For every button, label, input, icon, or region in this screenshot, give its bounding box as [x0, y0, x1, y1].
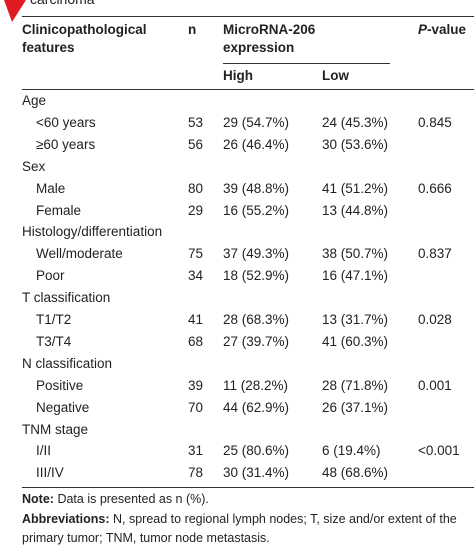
cell-n: 70	[188, 399, 204, 415]
cell-n: 41	[188, 312, 204, 327]
row-label: Poor	[36, 268, 65, 284]
cell-p: <0.001	[418, 443, 460, 459]
marker-icon	[4, 0, 26, 22]
cell-p: 0.845	[418, 114, 452, 130]
title: carcinoma	[30, 0, 95, 8]
cell-n: 39	[188, 377, 204, 393]
group-label: Sex	[22, 158, 46, 174]
header-low: Low	[322, 68, 349, 83]
cell-p: 0.837	[418, 246, 452, 262]
cell-n: 75	[188, 246, 204, 262]
row-label: III/IV	[36, 465, 64, 481]
row-label: ≥60 years	[36, 136, 96, 152]
cell-low: 26 (37.1%)	[322, 399, 389, 415]
cell-n: 80	[188, 180, 204, 196]
rule	[22, 89, 474, 90]
cell-p: 0.028	[418, 312, 452, 327]
cell-high: 28 (68.3%)	[223, 312, 290, 327]
p-italic: P	[418, 22, 428, 37]
cell-low: 6 (19.4%)	[322, 443, 381, 459]
note: Note: Data is presented as n (%).	[22, 490, 474, 509]
cell-low: 41 (60.3%)	[322, 333, 389, 349]
group-label: T classification	[22, 290, 111, 306]
row-label: Well/moderate	[36, 246, 123, 262]
cell-n: 29	[188, 202, 204, 218]
row-label: Negative	[36, 399, 90, 415]
cell-high: 44 (62.9%)	[223, 399, 290, 415]
cell-low: 13 (44.8%)	[322, 202, 389, 218]
row-label: Male	[36, 180, 66, 196]
cell-n: 78	[188, 465, 204, 481]
cell-high: 11 (28.2%)	[223, 377, 289, 393]
abbreviations-label: Abbreviations:	[22, 512, 110, 526]
cell-high: 30 (31.4%)	[223, 465, 290, 481]
cell-p: 0.666	[418, 180, 452, 196]
abbreviations: Abbreviations: N, spread to regional lym…	[22, 510, 474, 548]
row-label: <60 years	[36, 114, 96, 130]
group-label: TNM stage	[22, 421, 89, 437]
cell-low: 30 (53.6%)	[322, 136, 389, 152]
group-label: N classification	[22, 355, 113, 371]
cell-high: 29 (54.7%)	[223, 114, 290, 130]
header-expression: MicroRNA-206 expression	[223, 22, 316, 55]
group-label: Histology/differentiation	[22, 224, 163, 240]
cell-high: 16 (55.2%)	[223, 202, 290, 218]
note-text: Data is presented as n (%).	[57, 492, 209, 506]
cell-high: 18 (52.9%)	[223, 268, 290, 284]
row-label: Female	[36, 202, 82, 218]
header-high: High	[223, 68, 253, 83]
cell-low: 48 (68.6%)	[322, 465, 389, 481]
cell-n: 56	[188, 136, 204, 152]
cell-p: 0.001	[418, 377, 452, 393]
rule	[22, 487, 474, 488]
row-label: Positive	[36, 377, 84, 393]
rule	[22, 16, 474, 17]
group-label: Age	[22, 93, 47, 108]
cell-high: 37 (49.3%)	[223, 246, 290, 262]
cell-low: 16 (47.1%)	[322, 268, 389, 284]
cell-high: 27 (39.7%)	[223, 333, 290, 349]
p-rest: -value	[427, 22, 467, 37]
note-label: Note:	[22, 492, 54, 506]
cell-low: 13 (31.7%)	[322, 312, 389, 327]
cell-low: 38 (50.7%)	[322, 246, 389, 262]
cell-high: 25 (80.6%)	[223, 443, 290, 459]
cell-n: 53	[188, 114, 204, 130]
cell-n: 31	[188, 443, 204, 459]
row-label: I/II	[36, 443, 52, 459]
cell-low: 28 (71.8%)	[322, 377, 389, 393]
cell-low: 41 (51.2%)	[322, 180, 389, 196]
header-n: n	[188, 22, 197, 37]
header-p-value: P-value	[418, 21, 466, 39]
cell-high: 26 (46.4%)	[223, 136, 290, 152]
cell-n: 68	[188, 333, 204, 349]
cell-low: 24 (45.3%)	[322, 114, 389, 130]
header-features: Clinicopathological features	[22, 22, 147, 55]
row-label: T3/T4	[36, 333, 72, 349]
rule	[223, 63, 390, 64]
cell-n: 34	[188, 268, 204, 284]
cell-high: 39 (48.8%)	[223, 180, 290, 196]
row-label: T1/T2	[36, 312, 72, 327]
